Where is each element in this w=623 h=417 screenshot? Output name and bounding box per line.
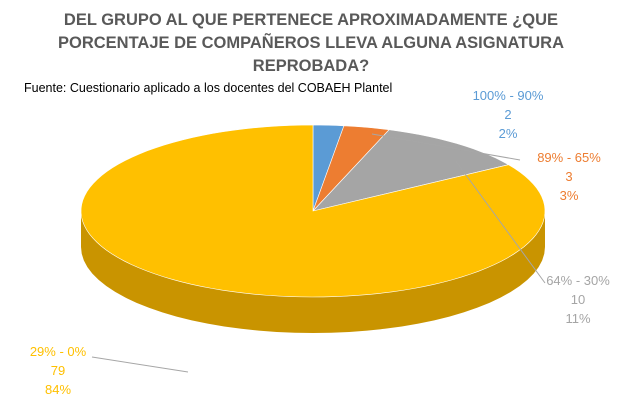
data-label-value-89-65: 3 xyxy=(565,169,572,184)
chart-title-line-1: DEL GRUPO AL QUE PERTENECE APROXIMADAMEN… xyxy=(64,11,558,29)
pie-side-29-0 xyxy=(81,211,545,333)
chart-source-note: Fuente: Cuestionario aplicado a los doce… xyxy=(24,81,392,95)
chart-title-line-2: PORCENTAJE DE COMPAÑEROS LLEVA ALGUNA AS… xyxy=(58,32,564,52)
data-label-percent-29-0: 84% xyxy=(45,382,71,397)
data-labels: 100% - 90% 2 2% 89% - 65% 3 3% 64% - 30% 10 11% 2… xyxy=(30,88,610,397)
leader-line-29-0 xyxy=(91,356,189,373)
data-label-category-100-90: 100% - 90% xyxy=(473,88,544,103)
pie-slice-29-0 xyxy=(80,124,546,298)
leader-line-89-65 xyxy=(371,133,521,161)
pie-slice-64-30 xyxy=(312,129,510,212)
pie-layer xyxy=(80,124,546,333)
data-label-percent-89-65: 3% xyxy=(560,188,579,203)
chart-title-line-3: REPROBADA? xyxy=(253,57,369,75)
data-label-percent-64-30: 11% xyxy=(565,311,590,326)
data-label-value-100-90: 2 xyxy=(504,107,511,122)
data-label-category-64-30: 64% - 30% xyxy=(546,273,610,288)
data-label-category-29-0: 29% - 0% xyxy=(30,344,87,359)
leader-line-64-30 xyxy=(454,159,546,284)
data-label-value-64-30: 10 xyxy=(571,292,585,307)
data-label-value-29-0: 79 xyxy=(51,363,65,378)
data-label-percent-100-90: 2% xyxy=(499,126,518,141)
pie-slice-89-65 xyxy=(312,125,390,212)
data-label-category-89-65: 89% - 65% xyxy=(537,150,601,165)
